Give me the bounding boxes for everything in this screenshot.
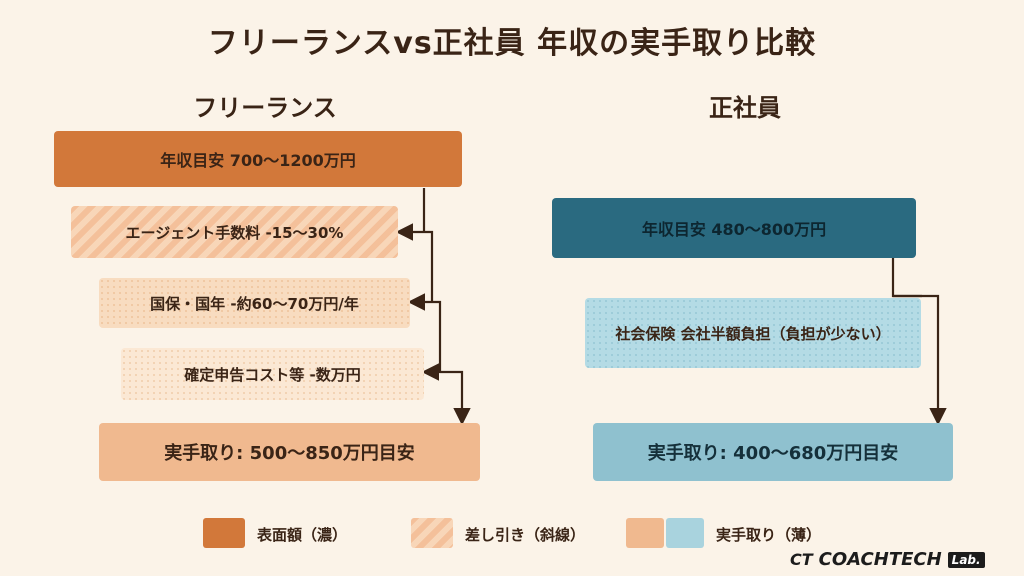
legend-label-net: 実手取り（薄） [716, 526, 822, 544]
employee-social-insurance-box: 社会保険 会社半額負担（負担が少ない） [585, 298, 921, 368]
freelance-agent-fee-text: エージェント手数料 -15〜30% [125, 223, 344, 242]
employee-connector-1 [891, 258, 922, 298]
legend-swatch-net-employee [666, 518, 704, 548]
freelance-net-text: 実手取り: 500〜850万円目安 [164, 443, 415, 464]
employee-social-insurance-text: 社会保険 会社半額負担（負担が少ない） [615, 324, 891, 343]
freelance-connector-2 [424, 230, 434, 302]
freelance-insurance-box: 国保・国年 -約60〜70万円/年 [99, 278, 410, 328]
freelance-insurance-text: 国保・国年 -約60〜70万円/年 [150, 294, 359, 313]
freelance-gross-text: 年収目安 700〜1200万円 [160, 151, 356, 170]
employee-gross-box: 年収目安 480〜800万円 [552, 198, 916, 258]
brand-mark-icon: CT [790, 550, 813, 569]
employee-net-text: 実手取り: 400〜680万円目安 [647, 443, 899, 464]
brand-lab-badge: Lab. [947, 551, 985, 568]
freelance-tax-filing-text: 確定申告コスト等 -数万円 [184, 365, 361, 384]
freelance-heading: フリーランス [193, 94, 337, 122]
freelance-gross-box: 年収目安 700〜1200万円 [54, 131, 462, 187]
brand-logo: CT COACHTECH Lab. [790, 549, 985, 570]
freelance-net-box: 実手取り: 500〜850万円目安 [99, 423, 480, 481]
employee-arrow-net [893, 294, 947, 426]
legend-label-gross: 表面額（濃） [257, 526, 348, 544]
legend-swatch-net-freelance [626, 518, 664, 548]
legend-swatch-deduction [411, 518, 453, 548]
freelance-connector-3 [432, 300, 442, 372]
employee-net-box: 実手取り: 400〜680万円目安 [593, 423, 953, 481]
employee-gross-text: 年収目安 480〜800万円 [641, 220, 827, 239]
employee-heading: 正社員 [709, 94, 781, 122]
freelance-arrow-net [440, 370, 471, 426]
legend-label-deduction: 差し引き（斜線） [465, 526, 586, 544]
freelance-tax-filing-box: 確定申告コスト等 -数万円 [121, 348, 424, 400]
freelance-agent-fee-box: エージェント手数料 -15〜30% [71, 206, 398, 258]
legend-swatch-gross [203, 518, 245, 548]
brand-name: COACHTECH [818, 549, 942, 570]
page-title: フリーランスvs正社員 年収の実手取り比較 [207, 26, 817, 61]
